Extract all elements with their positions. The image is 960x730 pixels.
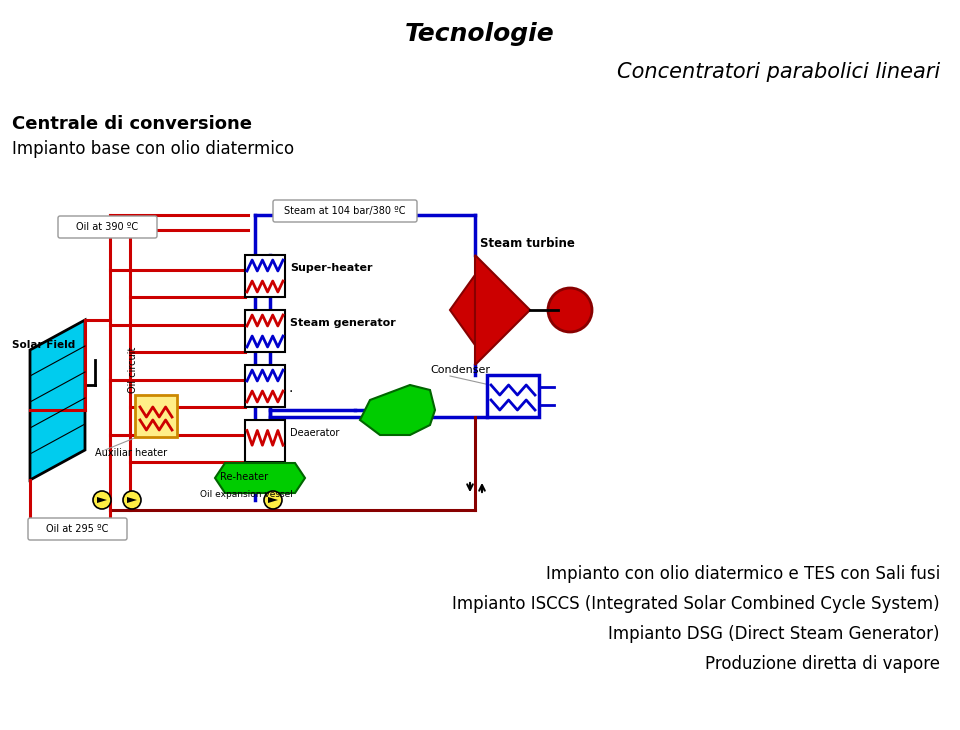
Text: Impianto con olio diatermico e TES con Sali fusi: Impianto con olio diatermico e TES con S… bbox=[545, 565, 940, 583]
Text: Oil at 390 ºC: Oil at 390 ºC bbox=[76, 222, 138, 232]
Text: Re-heater: Re-heater bbox=[220, 472, 268, 482]
Text: Concentratori parabolici lineari: Concentratori parabolici lineari bbox=[617, 62, 940, 82]
Text: Super-heater: Super-heater bbox=[290, 263, 372, 273]
Polygon shape bbox=[268, 497, 278, 503]
Text: .: . bbox=[288, 381, 293, 395]
Text: Produzione diretta di vapore: Produzione diretta di vapore bbox=[705, 655, 940, 673]
Bar bbox=[245, 420, 285, 462]
Text: Condenser: Condenser bbox=[430, 365, 490, 375]
Text: Auxiliar heater: Auxiliar heater bbox=[95, 448, 167, 458]
FancyBboxPatch shape bbox=[58, 216, 157, 238]
Text: Solar Field: Solar Field bbox=[12, 340, 75, 350]
FancyBboxPatch shape bbox=[28, 518, 127, 540]
Polygon shape bbox=[360, 385, 435, 435]
Bar bbox=[245, 365, 285, 407]
Bar bbox=[245, 255, 285, 297]
Text: Steam generator: Steam generator bbox=[290, 318, 396, 328]
Polygon shape bbox=[450, 275, 475, 345]
Circle shape bbox=[548, 288, 592, 332]
Bar bbox=[245, 310, 285, 352]
Text: Steam at 104 bar/380 ºC: Steam at 104 bar/380 ºC bbox=[284, 206, 406, 216]
FancyBboxPatch shape bbox=[273, 200, 417, 222]
Circle shape bbox=[93, 491, 111, 509]
Text: Centrale di conversione: Centrale di conversione bbox=[12, 115, 252, 133]
Text: Impianto DSG (Direct Steam Generator): Impianto DSG (Direct Steam Generator) bbox=[609, 625, 940, 643]
Text: Impianto ISCCS (Integrated Solar Combined Cycle System): Impianto ISCCS (Integrated Solar Combine… bbox=[452, 595, 940, 613]
Polygon shape bbox=[127, 497, 137, 503]
Text: Deaerator: Deaerator bbox=[290, 428, 340, 438]
Text: Steam turbine: Steam turbine bbox=[480, 237, 575, 250]
Polygon shape bbox=[30, 320, 85, 480]
Bar bbox=[487, 375, 539, 417]
Text: Tecnologie: Tecnologie bbox=[405, 22, 555, 46]
Text: Oil expansion vessel: Oil expansion vessel bbox=[200, 490, 293, 499]
Text: Impianto base con olio diatermico: Impianto base con olio diatermico bbox=[12, 140, 294, 158]
Polygon shape bbox=[475, 255, 530, 365]
Polygon shape bbox=[215, 463, 305, 493]
Text: Oil at 295 ºC: Oil at 295 ºC bbox=[46, 524, 108, 534]
Bar bbox=[135, 395, 177, 437]
Circle shape bbox=[264, 491, 282, 509]
Circle shape bbox=[123, 491, 141, 509]
Text: Oil circuit: Oil circuit bbox=[128, 347, 138, 393]
Polygon shape bbox=[97, 497, 107, 503]
